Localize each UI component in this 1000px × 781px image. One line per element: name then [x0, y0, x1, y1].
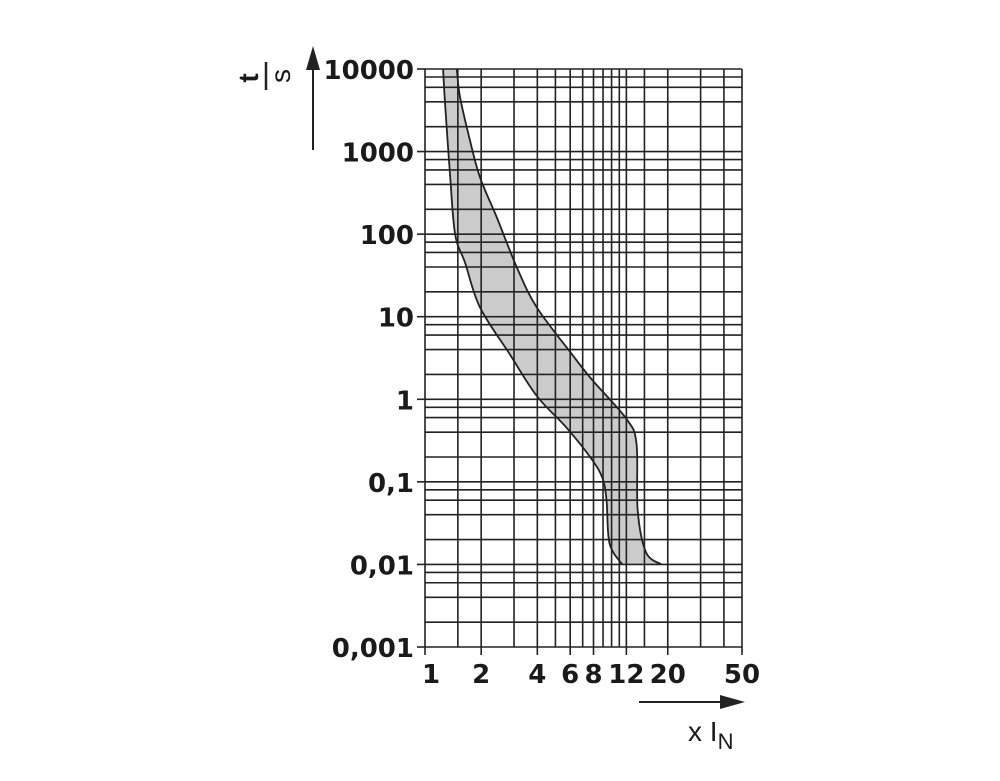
x-tick-label: 2: [472, 660, 490, 690]
y-tick-label: 1000: [342, 139, 414, 169]
y-tick-label: 0,1: [368, 469, 414, 499]
y-tick-label: 0,001: [332, 634, 414, 664]
x-tick-labels: 1 2 4 6 8 12 20 50: [422, 647, 760, 690]
y-tick-label: 10: [378, 304, 414, 334]
x-tick-label: 50: [724, 660, 760, 690]
y-label-numerator: t: [233, 73, 264, 82]
x-tick-label: 12: [608, 660, 644, 690]
x-tick-label: 4: [528, 660, 546, 690]
x-label-main: x I: [688, 716, 718, 747]
x-tick-label: 6: [561, 660, 579, 690]
y-tick-label: 100: [360, 221, 414, 251]
y-tick-label: 10000: [324, 56, 414, 86]
x-axis-label: x IN: [688, 716, 733, 754]
series-upper-curve: [455, 68, 662, 566]
x-tick-label: 8: [584, 660, 602, 690]
x-label-subscript: N: [718, 729, 734, 754]
y-tick-labels: 10000 1000 100 10 1 0,1 0,01 0,001: [324, 56, 425, 664]
tripping-band: [443, 69, 662, 565]
x-tick-label: 1: [422, 660, 440, 690]
y-axis-arrow: [306, 46, 320, 150]
y-tick-label: 1: [396, 386, 414, 416]
x-tick-label: 20: [650, 660, 686, 690]
y-tick-label: 0,01: [350, 551, 414, 581]
y-axis-label: t s: [233, 62, 296, 90]
y-label-denominator: s: [265, 69, 296, 83]
series-lower-curve: [442, 68, 623, 565]
x-axis-arrow: [639, 695, 745, 709]
